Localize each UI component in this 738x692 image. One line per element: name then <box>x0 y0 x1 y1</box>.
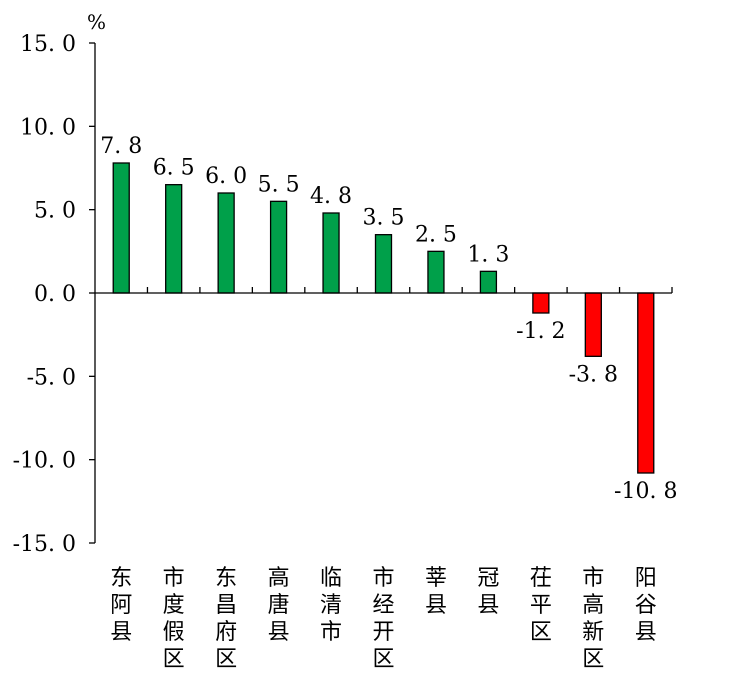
data-label: -3. 8 <box>569 362 618 387</box>
category-label: 高唐县 <box>268 566 290 645</box>
bar <box>112 162 130 294</box>
y-tick-label: 0. 0 <box>34 282 76 307</box>
bar <box>165 184 183 294</box>
bar <box>217 192 235 294</box>
bar <box>374 234 393 294</box>
data-label: 4. 8 <box>310 184 352 209</box>
category-label: 莘县 <box>425 566 447 618</box>
bar <box>479 270 498 294</box>
bar <box>532 292 550 314</box>
category-label: 临清市 <box>320 566 342 645</box>
category-label: 阳谷县 <box>635 566 657 645</box>
bar <box>322 212 340 294</box>
category-label: 东阿县 <box>110 566 132 645</box>
y-tick-label: 10. 0 <box>20 115 76 140</box>
y-tick-label: 15. 0 <box>20 32 76 57</box>
data-label: -1. 2 <box>516 319 565 344</box>
data-label: 5. 5 <box>258 172 300 197</box>
bar <box>427 250 445 294</box>
data-label: 6. 0 <box>205 164 247 189</box>
bars: 7. 8 6. 5 6. 0 5. 5 4. 8 3. 5 2. 5 1. 3 -1. 2-3.… <box>100 134 677 504</box>
bar <box>269 200 288 294</box>
data-label: 3. 5 <box>363 206 405 231</box>
category-label: 市高新区 <box>582 566 604 672</box>
y-unit-label: % <box>87 10 106 34</box>
y-tick-label: -10. 0 <box>13 449 76 474</box>
data-label: 6. 5 <box>153 156 195 181</box>
data-label: -10. 8 <box>614 479 677 504</box>
y-tick-label: 5. 0 <box>34 199 76 224</box>
data-label: 1. 3 <box>467 242 509 267</box>
category-label: 茌平区 <box>530 566 552 645</box>
bar <box>637 292 655 474</box>
data-label: 2. 5 <box>415 222 457 247</box>
y-tick-label: -15. 0 <box>13 532 76 557</box>
y-tick-label: -5. 0 <box>27 365 76 390</box>
y-axis: 15. 0 10. 0 5. 0 0. 0 -5. 0 -10. 0 -15. 0 <box>13 32 96 557</box>
data-label: 7. 8 <box>100 134 142 159</box>
category-label: 东昌府区 <box>215 566 237 672</box>
bar <box>584 292 602 357</box>
category-label: 冠县 <box>477 566 499 618</box>
category-label: 市经开区 <box>372 566 394 672</box>
category-label: 市度假区 <box>163 566 185 672</box>
